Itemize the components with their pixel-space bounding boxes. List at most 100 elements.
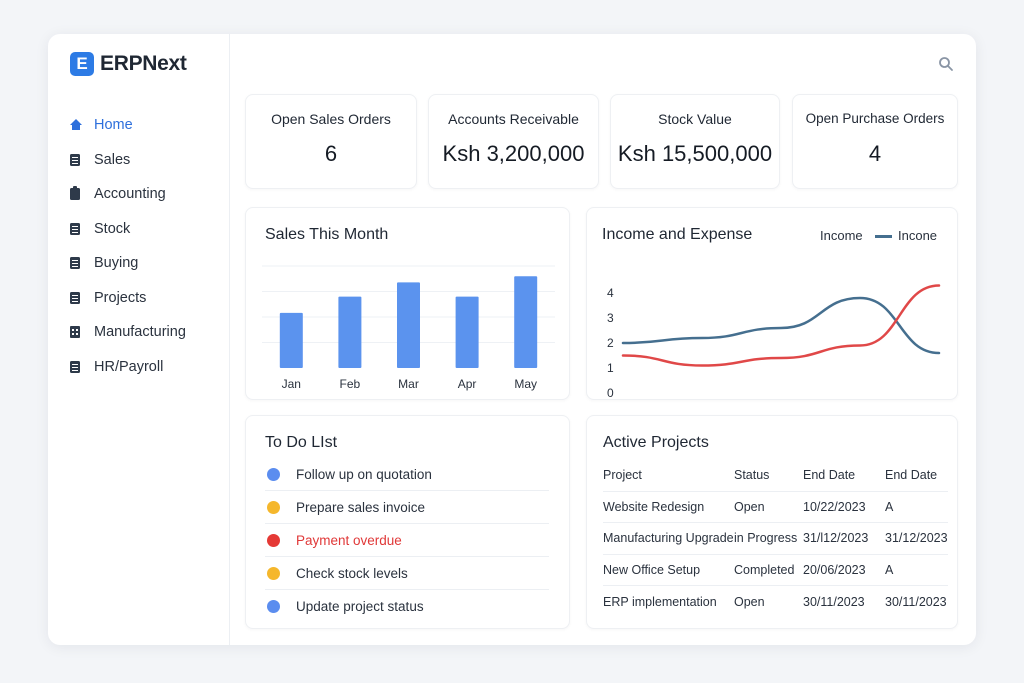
kpi-value: Ksh 15,500,000 <box>617 141 773 166</box>
todo-title: To Do LIst <box>265 434 338 451</box>
table-row[interactable]: Manufacturing Upgrade in Progress 31/l12/2… <box>603 522 948 555</box>
table-cell: 30/11/2023 <box>885 594 947 609</box>
table-cell: 31/l12/2023 <box>803 522 885 555</box>
todo-text: Prepare sales invoice <box>296 499 426 515</box>
projects-title: Active Projects <box>603 434 709 451</box>
todo-item[interactable]: Prepare sales invoice <box>265 491 549 524</box>
app-name: ERPNext <box>100 52 187 75</box>
x-tick-label: Jan <box>282 377 301 391</box>
table-cell: 20/06/2023 <box>803 554 885 586</box>
projects-table: Project Status End Date End Date Website Re… <box>603 460 948 617</box>
kpi-stock-value[interactable]: Stock Value Ksh 15,500,000 <box>610 94 780 189</box>
y-tick-label: 0 <box>607 386 614 400</box>
todo-item[interactable]: Payment overdue <box>265 524 549 557</box>
status-dot-icon <box>267 533 280 547</box>
column-header: End Date <box>803 460 885 492</box>
todo-text: Follow up on quotation <box>296 466 432 482</box>
projects-card: Active Projects Project Status End Date End… <box>586 415 958 629</box>
table-cell: 30/11/2023 <box>803 594 865 609</box>
sidebar-item-buying[interactable]: Buying <box>70 246 220 281</box>
income-expense-card: Income and Expense Income Incone 01234Q1… <box>586 207 958 400</box>
sidebar-item-sales[interactable]: Sales <box>70 143 220 178</box>
sidebar-item-label: Sales <box>94 151 131 168</box>
bar-mar[interactable] <box>397 282 420 368</box>
y-tick-label: 4 <box>607 286 614 300</box>
income-expense-title: Income and Expense <box>602 226 753 243</box>
document-icon <box>70 257 94 270</box>
expense-series-line[interactable] <box>621 284 941 367</box>
sidebar-item-label: Stock <box>94 220 131 237</box>
sidebar-item-projects[interactable]: Projects <box>70 281 220 316</box>
table-cell: A <box>885 491 948 523</box>
kpi-label: Accounts Receivable <box>448 111 579 127</box>
sidebar: E ERPNext Home Sales Accounting Stock Buying… <box>48 34 230 645</box>
todo-item[interactable]: Follow up on quotation <box>265 458 549 491</box>
document-icon <box>70 222 94 235</box>
kpi-label: Stock Value <box>658 111 732 127</box>
bar-jan[interactable] <box>279 312 303 368</box>
legend-text: Income <box>820 228 863 243</box>
document-icon <box>70 291 94 304</box>
search-icon <box>939 57 953 71</box>
kpi-value: 6 <box>324 141 338 166</box>
search-button[interactable] <box>938 56 954 72</box>
table-cell: 10/22/2023 <box>803 491 885 523</box>
legend-swatch <box>875 235 892 238</box>
status-dot-icon <box>267 566 280 580</box>
sidebar-item-accounting[interactable]: Accounting <box>70 177 220 212</box>
bar-may[interactable] <box>514 276 538 368</box>
x-tick-label: Mar <box>398 377 419 391</box>
app-window: E ERPNext Home Sales Accounting Stock Buying… <box>48 34 976 645</box>
status-dot-icon <box>267 467 280 481</box>
sales-bar-chart: Jan Feb Mar Apr May <box>262 265 555 391</box>
table-cell: ERP implementation <box>603 594 717 609</box>
sidebar-item-home[interactable]: Home <box>70 108 220 143</box>
kpi-open-sales-orders[interactable]: Open Sales Orders 6 <box>245 94 417 189</box>
bar-feb[interactable] <box>338 296 362 368</box>
x-tick-label: Apr <box>458 377 477 391</box>
table-cell: Manufacturing Upgrade <box>603 522 734 555</box>
sidebar-item-manufacturing[interactable]: Manufacturing <box>70 315 220 350</box>
sidebar-item-label: HR/Payroll <box>94 358 164 375</box>
x-tick-label: Feb <box>340 377 361 391</box>
todo-item[interactable]: Check stock levels <box>265 557 549 590</box>
todo-text: Update project status <box>296 599 424 614</box>
todo-card: To Do LIst Follow up on quotation Prepare… <box>245 415 570 629</box>
y-tick-label: 2 <box>607 336 614 350</box>
home-icon <box>70 119 94 131</box>
table-cell: Open <box>734 594 765 609</box>
table-cell: Website Redesign <box>603 491 734 523</box>
sales-chart-title: Sales This Month <box>265 226 389 243</box>
status-dot-icon <box>267 500 280 514</box>
sidebar-item-stock[interactable]: Stock <box>70 212 220 247</box>
sales-chart-card: Sales This Month Jan Feb Mar Apr May <box>245 207 570 400</box>
table-header-row: Project Status End Date End Date <box>603 460 948 492</box>
todo-text: Payment overdue <box>296 532 402 548</box>
column-header: Project <box>603 460 734 492</box>
table-cell: New Office Setup <box>603 554 734 586</box>
column-header: End Date <box>885 460 948 492</box>
kpi-open-purchase-orders[interactable]: Open Purchase Orders 4 <box>792 94 958 189</box>
todo-text: Check stock levels <box>296 565 408 581</box>
table-row[interactable]: New Office Setup Completed 20/06/2023 A <box>603 554 948 586</box>
document-icon <box>70 360 94 373</box>
kpi-value: Ksh 3,200,000 <box>442 141 585 166</box>
bar-apr[interactable] <box>455 296 479 368</box>
status-dot-icon <box>267 600 280 613</box>
sidebar-item-label: Accounting <box>94 186 166 203</box>
kpi-accounts-receivable[interactable]: Accounts Receivable Ksh 3,200,000 <box>428 94 599 189</box>
erpnext-logo: E <box>70 52 94 76</box>
table-row[interactable]: Website Redesign Open 10/22/2023 A <box>603 491 948 523</box>
kpi-label: Open Sales Orders <box>271 111 391 127</box>
kpi-label: Open Purchase Orders <box>805 111 945 126</box>
sidebar-item-hr-payroll[interactable]: HR/Payroll <box>70 350 220 385</box>
income-series-line[interactable] <box>621 296 941 355</box>
table-cell: in Progress <box>734 522 803 555</box>
table-row[interactable]: ERP implementation Open 30/11/2023 30/11/20… <box>603 586 948 618</box>
todo-item[interactable]: Update project status <box>265 590 549 623</box>
table-cell: 31/12/2023 <box>885 522 948 555</box>
table-cell: Open <box>734 491 803 523</box>
legend-series-label: Incone <box>898 228 938 243</box>
clipboard-icon <box>70 186 94 201</box>
brand[interactable]: E ERPNext <box>70 52 187 76</box>
